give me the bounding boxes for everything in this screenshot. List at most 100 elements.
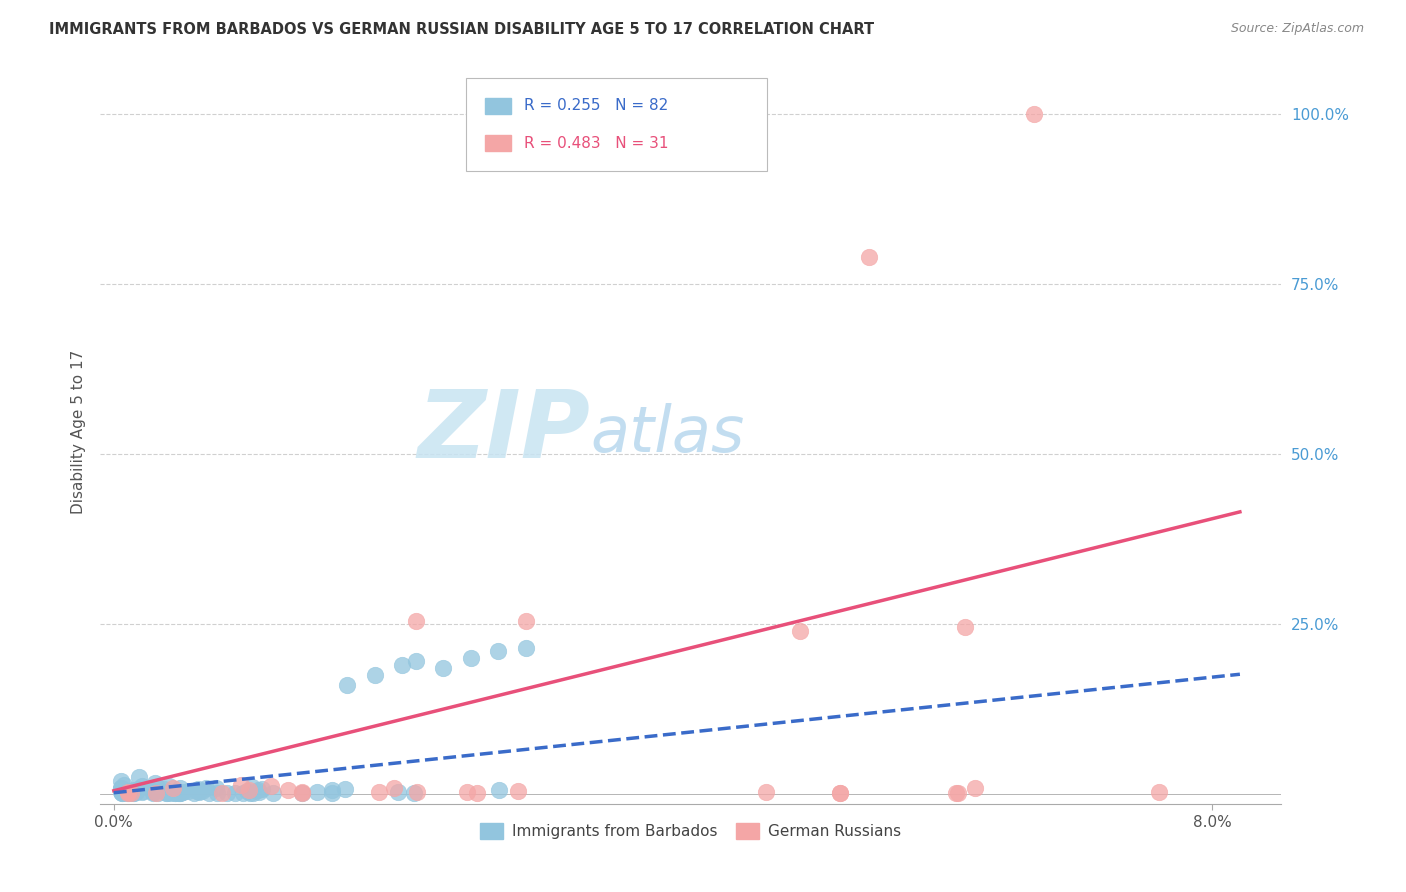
Point [198, 786, 221, 800]
Point [291, 785, 314, 799]
Point [391, 657, 413, 672]
Point [110, 781, 132, 796]
Point [125, 785, 148, 799]
Point [238, 783, 260, 797]
Point [186, 784, 208, 798]
Point [194, 780, 217, 795]
Point [142, 786, 165, 800]
FancyBboxPatch shape [485, 135, 512, 152]
Point [946, 786, 969, 800]
Point [229, 778, 252, 792]
Point [131, 784, 153, 798]
Point [406, 785, 429, 799]
Point [830, 786, 852, 800]
Point [965, 780, 987, 795]
Point [110, 783, 132, 797]
Point [333, 781, 356, 796]
Point [187, 782, 209, 797]
Point [169, 786, 191, 800]
Point [165, 786, 187, 800]
Point [242, 786, 264, 800]
Point [111, 786, 134, 800]
Point [132, 783, 155, 797]
Point [204, 780, 226, 795]
Text: R = 0.483   N = 31: R = 0.483 N = 31 [524, 136, 669, 151]
Point [488, 783, 510, 797]
Text: atlas: atlas [591, 403, 745, 466]
FancyBboxPatch shape [467, 78, 768, 171]
Point [177, 784, 200, 798]
Point [321, 786, 343, 800]
Point [191, 784, 214, 798]
Point [955, 620, 977, 634]
Point [145, 786, 167, 800]
Point [122, 783, 145, 797]
Point [364, 668, 387, 682]
Point [172, 785, 194, 799]
Point [121, 786, 143, 800]
Point [1147, 785, 1170, 799]
Point [235, 783, 257, 797]
Point [945, 786, 967, 800]
Point [240, 780, 263, 794]
Point [239, 786, 262, 800]
Point [336, 678, 359, 692]
Point [142, 784, 165, 798]
Point [224, 786, 246, 800]
Point [169, 786, 191, 800]
FancyBboxPatch shape [485, 97, 512, 114]
Point [110, 783, 132, 797]
Point [755, 785, 778, 799]
Point [183, 786, 205, 800]
Point [789, 624, 811, 638]
Point [211, 786, 233, 800]
Text: R = 0.255   N = 82: R = 0.255 N = 82 [524, 98, 668, 113]
Point [118, 784, 141, 798]
Point [118, 786, 141, 800]
Point [486, 644, 509, 658]
Point [169, 786, 191, 800]
Point [277, 783, 299, 797]
Point [858, 250, 880, 264]
Point [382, 780, 405, 795]
Point [368, 785, 391, 799]
Point [205, 786, 228, 800]
Point [247, 785, 270, 799]
Legend: Immigrants from Barbados, German Russians: Immigrants from Barbados, German Russian… [474, 817, 907, 845]
Point [112, 778, 135, 792]
Point [252, 782, 274, 797]
Point [110, 780, 132, 795]
Point [111, 786, 134, 800]
Point [506, 784, 529, 798]
Point [115, 786, 138, 800]
Point [405, 655, 427, 669]
Point [117, 786, 139, 800]
Point [131, 779, 153, 793]
Point [515, 614, 537, 628]
Point [110, 784, 132, 798]
Point [128, 770, 150, 784]
Point [159, 779, 181, 793]
Point [188, 784, 211, 798]
Point [111, 782, 134, 797]
Point [405, 614, 427, 628]
Point [246, 782, 269, 797]
Text: ZIP: ZIP [418, 386, 591, 478]
Point [432, 661, 454, 675]
Point [159, 786, 181, 800]
Point [120, 786, 142, 800]
Point [122, 786, 145, 800]
Point [321, 782, 343, 797]
Point [152, 782, 174, 797]
Text: Source: ZipAtlas.com: Source: ZipAtlas.com [1230, 22, 1364, 36]
Point [157, 785, 180, 799]
Point [263, 786, 285, 800]
Point [162, 781, 184, 796]
Text: IMMIGRANTS FROM BARBADOS VS GERMAN RUSSIAN DISABILITY AGE 5 TO 17 CORRELATION CH: IMMIGRANTS FROM BARBADOS VS GERMAN RUSSI… [49, 22, 875, 37]
Point [146, 786, 169, 800]
Point [387, 784, 409, 798]
Point [169, 781, 191, 796]
Point [165, 786, 187, 800]
Point [830, 786, 852, 800]
Point [460, 651, 482, 665]
